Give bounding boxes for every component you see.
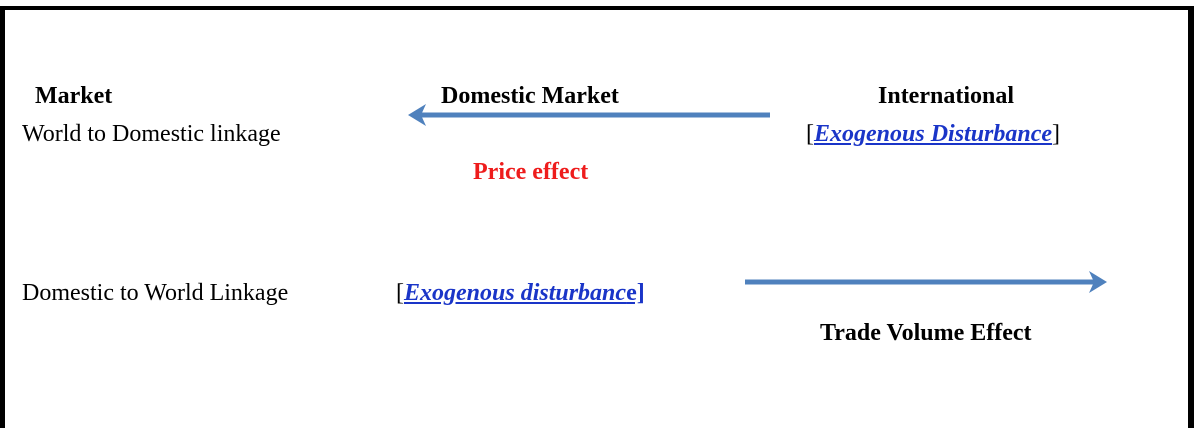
effect: Price effect (473, 159, 589, 185)
link[interactable]: Exogenous Disturbance (814, 121, 1053, 147)
column-header: International (878, 83, 1015, 109)
bracket: [ (396, 280, 404, 306)
disturbance: [Exogenous disturbance] (396, 279, 645, 307)
arrow-head (1089, 271, 1107, 293)
link[interactable]: Exogenous disturbanc (404, 280, 627, 306)
column-header: Domestic Market (441, 83, 619, 109)
bracket: ] (1052, 121, 1061, 147)
frame (0, 6, 1194, 428)
effect: Trade Volume Effect (820, 320, 1032, 346)
disturbance: [Exogenous Disturbance] (806, 120, 1060, 148)
bracket: [ (806, 121, 814, 147)
bracket: e] (626, 280, 645, 306)
row-label: Domestic to World Linkage (22, 280, 289, 306)
column-header: Market (35, 83, 113, 109)
row-label: World to Domestic linkage (22, 121, 281, 147)
arrow-head (408, 104, 426, 126)
